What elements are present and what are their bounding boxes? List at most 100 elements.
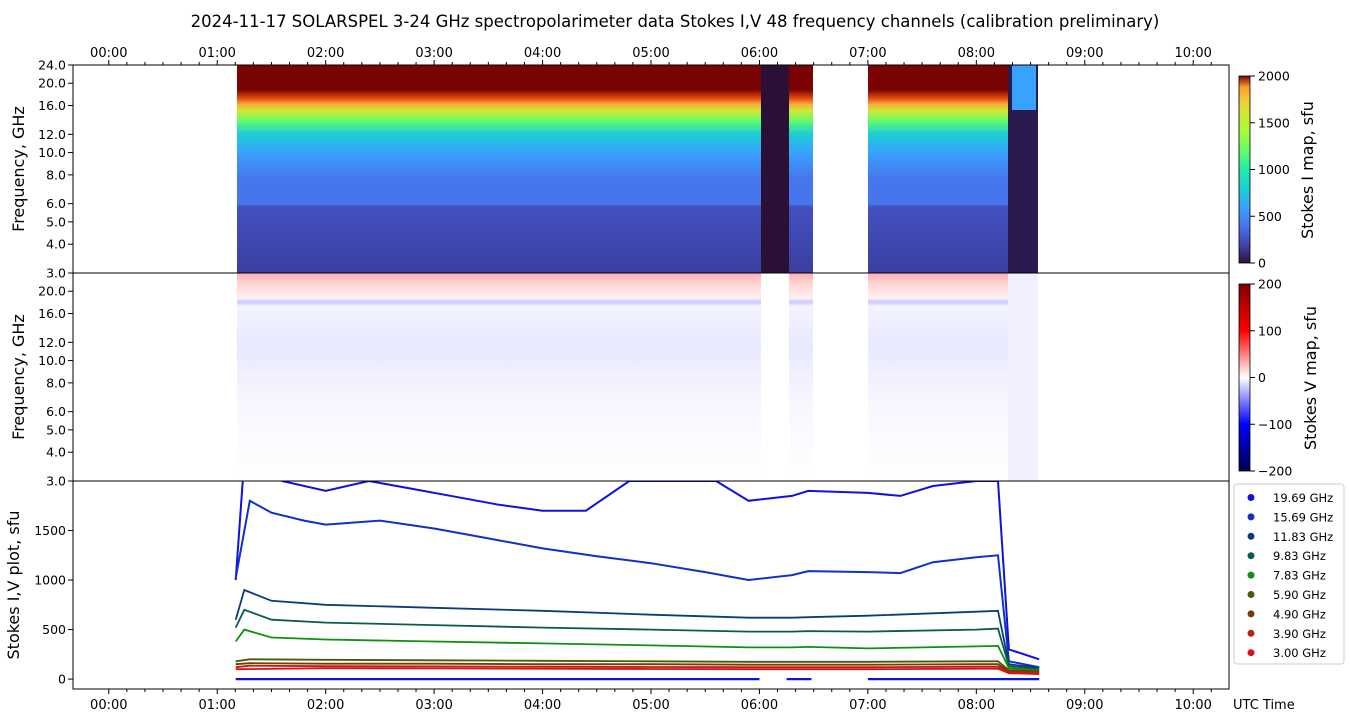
stokes-v-colorbar-label: Stokes V map, sfu	[1301, 306, 1320, 450]
legend: 19.69 GHz 15.69 GHz 11.83 GHz 9.83 GHz 7.83 …	[1233, 483, 1345, 665]
y-tick-label: 10.0	[38, 353, 66, 368]
stokes-i-ylabel: Frequency, GHz	[9, 106, 28, 232]
x-tick-label-top: 07:00	[849, 46, 886, 61]
legend-marker	[1247, 513, 1255, 521]
stokes-i-map-gap-segment	[761, 65, 789, 273]
colorbar-tick-label: 1500	[1258, 115, 1290, 130]
stokes-plot-panel: 0 500 1000 1500 Stokes I,V plot, sfu	[4, 480, 1230, 690]
colorbar-tick-label: −200	[1258, 464, 1292, 479]
x-tick-label-bottom: 06:00	[741, 698, 778, 713]
x-tick-label-bottom: 02:00	[307, 698, 344, 713]
legend-marker	[1247, 649, 1255, 657]
y-tick-label: 5.0	[46, 214, 66, 229]
stokes-v-colorbar: 200 100 0 −100 −200 Stokes V map, sfu	[1238, 277, 1320, 479]
x-tick-label-bottom: 07:00	[849, 698, 886, 713]
x-tick-label-bottom: 03:00	[415, 698, 452, 713]
colorbar-tick-label: 500	[1258, 209, 1282, 224]
series-line-4-90-ghz	[235, 662, 1040, 674]
legend-marker	[1247, 552, 1255, 560]
y-tick-label: 12.0	[38, 335, 66, 350]
y-tick-label: 500	[42, 622, 66, 637]
legend-label: 15.69 GHz	[1273, 510, 1333, 524]
y-tick-label: 20.0	[38, 284, 66, 299]
legend-label: 7.83 GHz	[1273, 569, 1326, 583]
x-tick-label-bottom: 04:00	[524, 698, 561, 713]
stokes-i-colorbar: 0 500 1000 1500 2000 Stokes I map, sfu	[1238, 69, 1317, 271]
legend-marker	[1247, 571, 1255, 579]
y-tick-label: 8.0	[46, 167, 66, 182]
y-tick-label: 20.0	[38, 76, 66, 91]
legend-label: 11.83 GHz	[1273, 530, 1333, 544]
stokes-i-map-segment	[789, 65, 813, 273]
stokes-i-map-decay-top	[1012, 65, 1036, 110]
x-tick-label-top: 05:00	[632, 46, 669, 61]
series-line-15-69-ghz	[234, 499, 1040, 669]
x-tick-label-top: 06:00	[741, 46, 778, 61]
legend-marker	[1247, 610, 1255, 618]
legend-marker	[1247, 494, 1255, 501]
y-tick-label: 5.0	[46, 422, 66, 437]
x-axis-bottom: 00:00 01:00 02:00 03:00 04:00 05:00 06:00 07:00…	[90, 689, 1212, 713]
stokes-plot-area	[73, 481, 1229, 689]
chart-title: 2024-11-17 SOLARSPEL 3-24 GHz spectropol…	[191, 12, 1160, 31]
legend-label: 5.90 GHz	[1273, 588, 1326, 602]
legend-marker	[1247, 532, 1255, 540]
y-tick-label: 1500	[34, 523, 66, 538]
legend-marker	[1247, 591, 1255, 598]
stokes-v-map-decay-segment	[1008, 273, 1038, 481]
colorbar-tick-label: 100	[1258, 323, 1282, 338]
series-line-19-69-ghz	[234, 481, 1040, 661]
stokes-v-ylabel: Frequency, GHz	[9, 314, 28, 440]
colorbar-tick-label: 0	[1258, 370, 1266, 385]
stokes-v-map-panel: 3.0 4.0 5.0 6.0 8.0 10.0 12.0 16.0 20.0 Frequenc…	[9, 272, 1230, 489]
stokes-i-map-segment	[868, 65, 1008, 273]
x-tick-label-bottom: 08:00	[958, 698, 995, 713]
y-tick-label: 8.0	[46, 375, 66, 390]
colorbar-tick-label: 2000	[1258, 69, 1290, 84]
y-tick-label: 24.0	[38, 58, 66, 73]
colorbar-tick-label: −100	[1258, 417, 1292, 432]
x-tick-label-top: 01:00	[198, 46, 235, 61]
stokes-plot-lines	[234, 481, 1040, 681]
x-tick-label-top: 03:00	[415, 46, 452, 61]
y-tick-label: 1000	[34, 573, 66, 588]
y-tick-label: 4.0	[46, 237, 66, 252]
stokes-i-colorbar-label: Stokes I map, sfu	[1298, 101, 1317, 239]
x-tick-label-top: 02:00	[307, 46, 344, 61]
legend-label: 19.69 GHz	[1273, 491, 1333, 505]
stokes-v-map-segment	[237, 273, 761, 481]
colorbar-tick-label: 0	[1258, 256, 1266, 271]
x-axis-label: UTC Time	[1233, 698, 1295, 713]
legend-marker	[1247, 629, 1255, 637]
stokes-i-map-panel: 3.0 4.0 5.0 6.0 8.0 10.0 12.0 16.0 20.0 24.0 Freq…	[9, 58, 1230, 281]
legend-label: 9.83 GHz	[1273, 549, 1326, 563]
legend-box	[1233, 483, 1345, 665]
stokes-v-map-segment	[789, 273, 813, 481]
legend-label: 3.00 GHz	[1273, 646, 1326, 660]
x-tick-label-top: 10:00	[1174, 46, 1211, 61]
stokes-v-map-segment	[868, 273, 1008, 481]
stokes-plot-ylabel: Stokes I,V plot, sfu	[4, 511, 23, 660]
y-tick-label: 6.0	[46, 196, 66, 211]
stokes-i-map-segment	[237, 65, 761, 273]
x-tick-label-top: 08:00	[958, 46, 995, 61]
y-tick-label: 16.0	[38, 98, 66, 113]
x-tick-label-bottom: 05:00	[632, 698, 669, 713]
legend-label: 4.90 GHz	[1273, 607, 1326, 621]
series-line-9-83-ghz	[234, 608, 1040, 671]
y-tick-label: 4.0	[46, 445, 66, 460]
x-tick-label-bottom: 00:00	[90, 698, 127, 713]
series-line-3-90-ghz	[235, 664, 1040, 675]
x-tick-label-bottom: 09:00	[1066, 698, 1103, 713]
y-tick-label: 3.0	[46, 474, 66, 489]
y-tick-label: 0	[58, 672, 66, 687]
series-line-7-83-ghz	[234, 628, 1040, 672]
x-tick-label-bottom: 01:00	[198, 698, 235, 713]
series-line-11-83-ghz	[234, 588, 1040, 670]
legend-label: 3.90 GHz	[1273, 627, 1326, 641]
y-tick-label: 16.0	[38, 306, 66, 321]
stokes-v-colorbar-bar	[1238, 283, 1251, 472]
series-line-3-00-ghz	[235, 667, 1040, 675]
x-tick-label-bottom: 10:00	[1174, 698, 1211, 713]
